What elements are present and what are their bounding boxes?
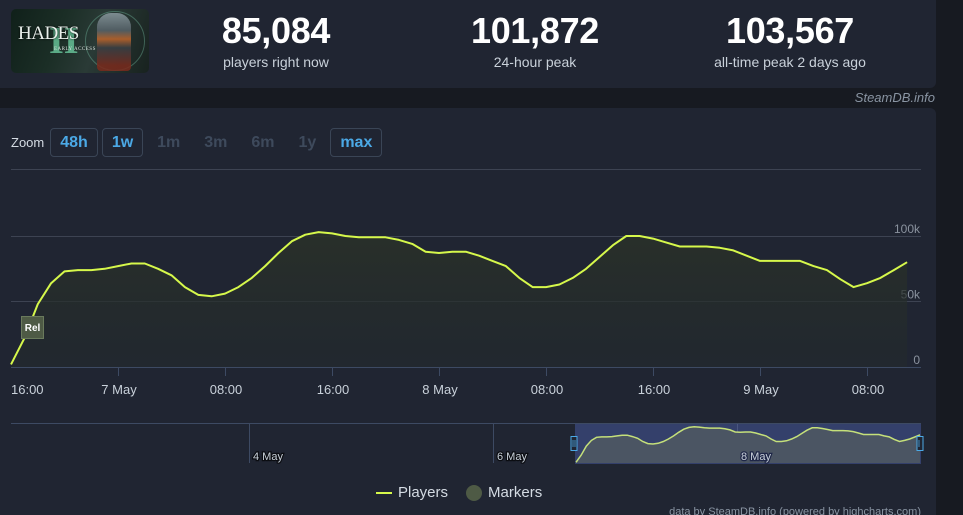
chart-credit-link[interactable]: data by SteamDB.info (powered by highcha… [669, 506, 921, 515]
svg-text:0: 0 [913, 353, 920, 367]
zoom-3m-button[interactable]: 3m [194, 128, 237, 157]
stat-label: all-time peak 2 days ago [714, 54, 866, 70]
navigator-right-handle-icon[interactable] [916, 436, 924, 451]
navigator[interactable]: 4 May 6 May 8 May [11, 423, 924, 465]
svg-text:08:00: 08:00 [852, 382, 885, 397]
stat-value: 85,084 [221, 10, 331, 51]
stat-24h-peak: 101,872 24-hour peak [453, 10, 617, 72]
svg-text:8 May: 8 May [741, 451, 771, 463]
navigator-area [576, 426, 920, 463]
capsule-character-art [97, 13, 131, 71]
svg-text:08:00: 08:00 [210, 382, 243, 397]
legend-label: Markers [488, 484, 543, 501]
capsule-subtitle: EARLY ACCESS [54, 47, 96, 52]
chart-legend: Players Markers [376, 484, 560, 501]
svg-text:16:00: 16:00 [317, 382, 350, 397]
stat-value: 101,872 [470, 10, 600, 51]
line-swatch-icon [376, 491, 392, 494]
release-marker[interactable]: Rel [21, 316, 44, 339]
stat-value: 103,567 [725, 10, 855, 51]
x-axis: 16:00 7 May 08:00 16:00 8 May 08:00 16:00 9 May… [11, 368, 884, 397]
header-panel: II HADES EARLY ACCESS 85,084 players rig… [0, 0, 936, 88]
legend-item-markers[interactable]: Markers [466, 484, 542, 501]
legend-item-players[interactable]: Players [376, 484, 448, 501]
svg-text:16:00: 16:00 [638, 382, 671, 397]
stat-all-time-peak: 103,567 all-time peak 2 days ago [700, 10, 880, 72]
players-area [11, 232, 908, 367]
dot-swatch-icon [466, 484, 483, 501]
zoom-selector: Zoom 48h 1w 1m 3m 6m 1y max [11, 128, 386, 157]
svg-text:08:00: 08:00 [531, 382, 564, 397]
zoom-1y-button[interactable]: 1y [289, 128, 327, 157]
svg-text:6 May: 6 May [497, 451, 527, 463]
capsule-title: HADES [18, 23, 79, 44]
legend-label: Players [398, 484, 449, 501]
capsule-numeral: II [49, 20, 79, 62]
navigator-line [575, 425, 921, 463]
players-line[interactable] [10, 231, 908, 365]
zoom-1w-button[interactable]: 1w [101, 128, 144, 157]
svg-text:8 May: 8 May [422, 382, 458, 397]
zoom-1m-button[interactable]: 1m [147, 128, 190, 157]
zoom-label: Zoom [11, 135, 45, 150]
stat-label: 24-hour peak [493, 54, 577, 70]
marker-label: Rel [25, 323, 41, 334]
page-background-strip [936, 0, 963, 515]
svg-text:16:00: 16:00 [11, 382, 44, 397]
zoom-6m-button[interactable]: 6m [241, 128, 284, 157]
stat-label: players right now [223, 54, 329, 70]
svg-text:9 May: 9 May [743, 382, 779, 397]
svg-text:100k: 100k [894, 222, 921, 236]
zoom-48h-button[interactable]: 48h [50, 128, 98, 157]
navigator-left-handle-icon[interactable] [570, 436, 578, 451]
svg-text:4 May: 4 May [253, 451, 283, 463]
zoom-max-button[interactable]: max [330, 128, 383, 157]
stat-current-players: 85,084 players right now [196, 10, 356, 72]
svg-text:7 May: 7 May [101, 382, 137, 397]
steamdb-brand-link[interactable]: SteamDB.info [854, 90, 935, 105]
game-capsule-image[interactable]: II HADES EARLY ACCESS [11, 9, 149, 73]
